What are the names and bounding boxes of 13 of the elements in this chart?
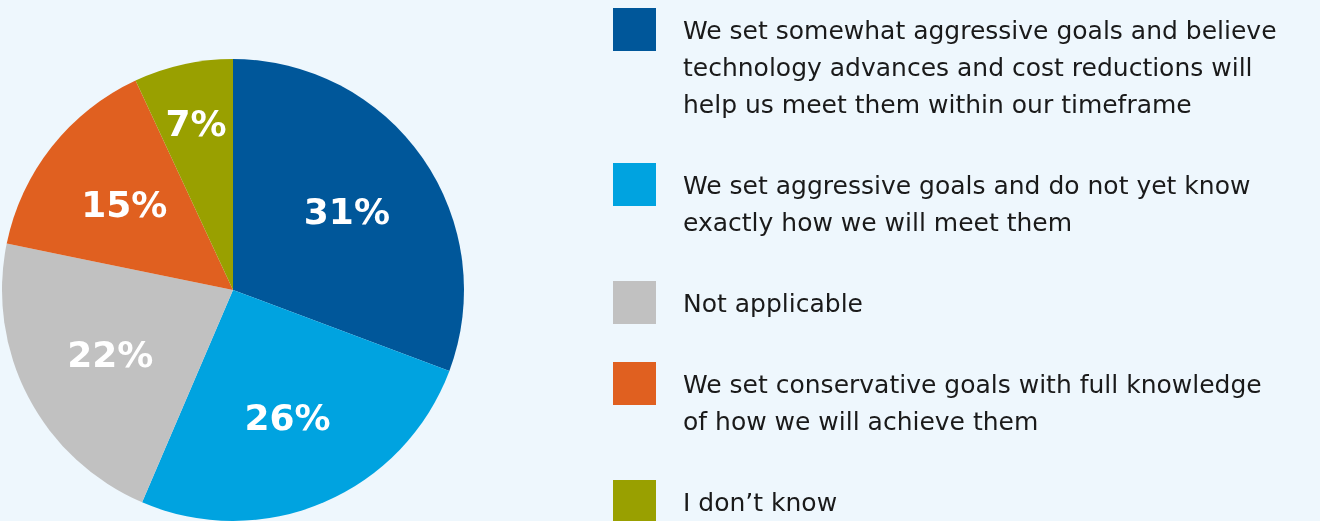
data-label: 26% <box>244 397 331 439</box>
data-label: 31% <box>303 190 390 232</box>
pie-slice <box>2 243 233 503</box>
pie-slice <box>6 80 233 290</box>
legend-label: We set aggressive goals and do not yet know exactly how we will meet them <box>683 170 1251 237</box>
legend-label: I don’t know <box>683 487 838 517</box>
legend-label: We set conservative goals with full knowledge of how we will achieve them <box>683 369 1262 436</box>
data-label: 7% <box>165 103 227 145</box>
data-label: 15% <box>81 184 168 226</box>
pie-slice <box>233 59 464 371</box>
legend-label: We set somewhat aggressive goals and believe technology advances and cost reductions will help us meet them within our timeframe <box>683 15 1277 119</box>
legend-label: Not applicable <box>683 288 863 318</box>
data-label: 22% <box>67 334 154 376</box>
